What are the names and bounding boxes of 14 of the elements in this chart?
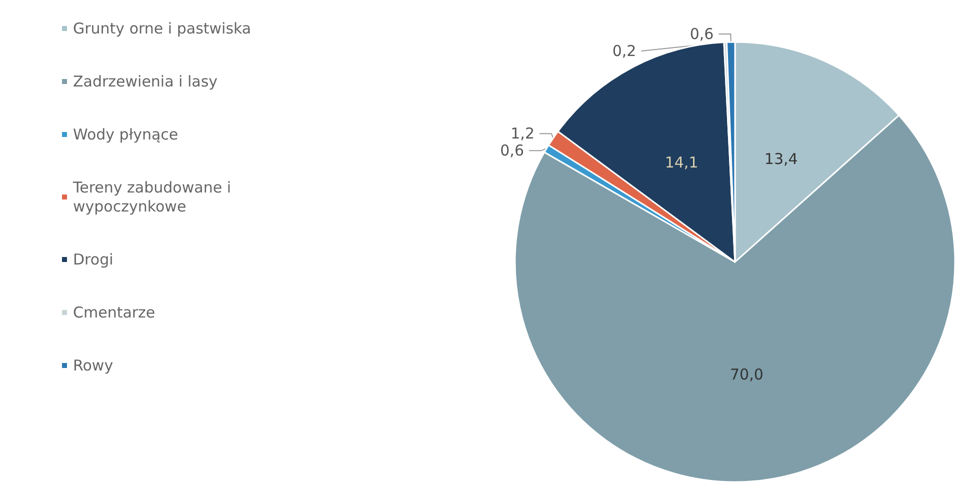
legend-label: Wody płynące [73, 126, 178, 144]
data-label: 1,2 [510, 124, 534, 143]
data-label: 14,1 [664, 153, 698, 172]
data-label: 0,6 [500, 142, 524, 160]
legend-label: Tereny zabudowane i wypoczynkowe [72, 178, 236, 216]
data-label: 13,4 [764, 150, 798, 168]
legend-label: Drogi [73, 250, 114, 268]
data-label: 0,2 [612, 42, 636, 60]
legend-label: Zadrzewienia i lasy [73, 72, 218, 90]
legend-label: Rowy [73, 356, 114, 374]
legend-label: Grunty orne i pastwiska [73, 20, 252, 38]
legend-label: Cmentarze [73, 304, 156, 322]
data-label: 70,0 [730, 365, 764, 384]
data-label: 0,6 [690, 25, 714, 44]
